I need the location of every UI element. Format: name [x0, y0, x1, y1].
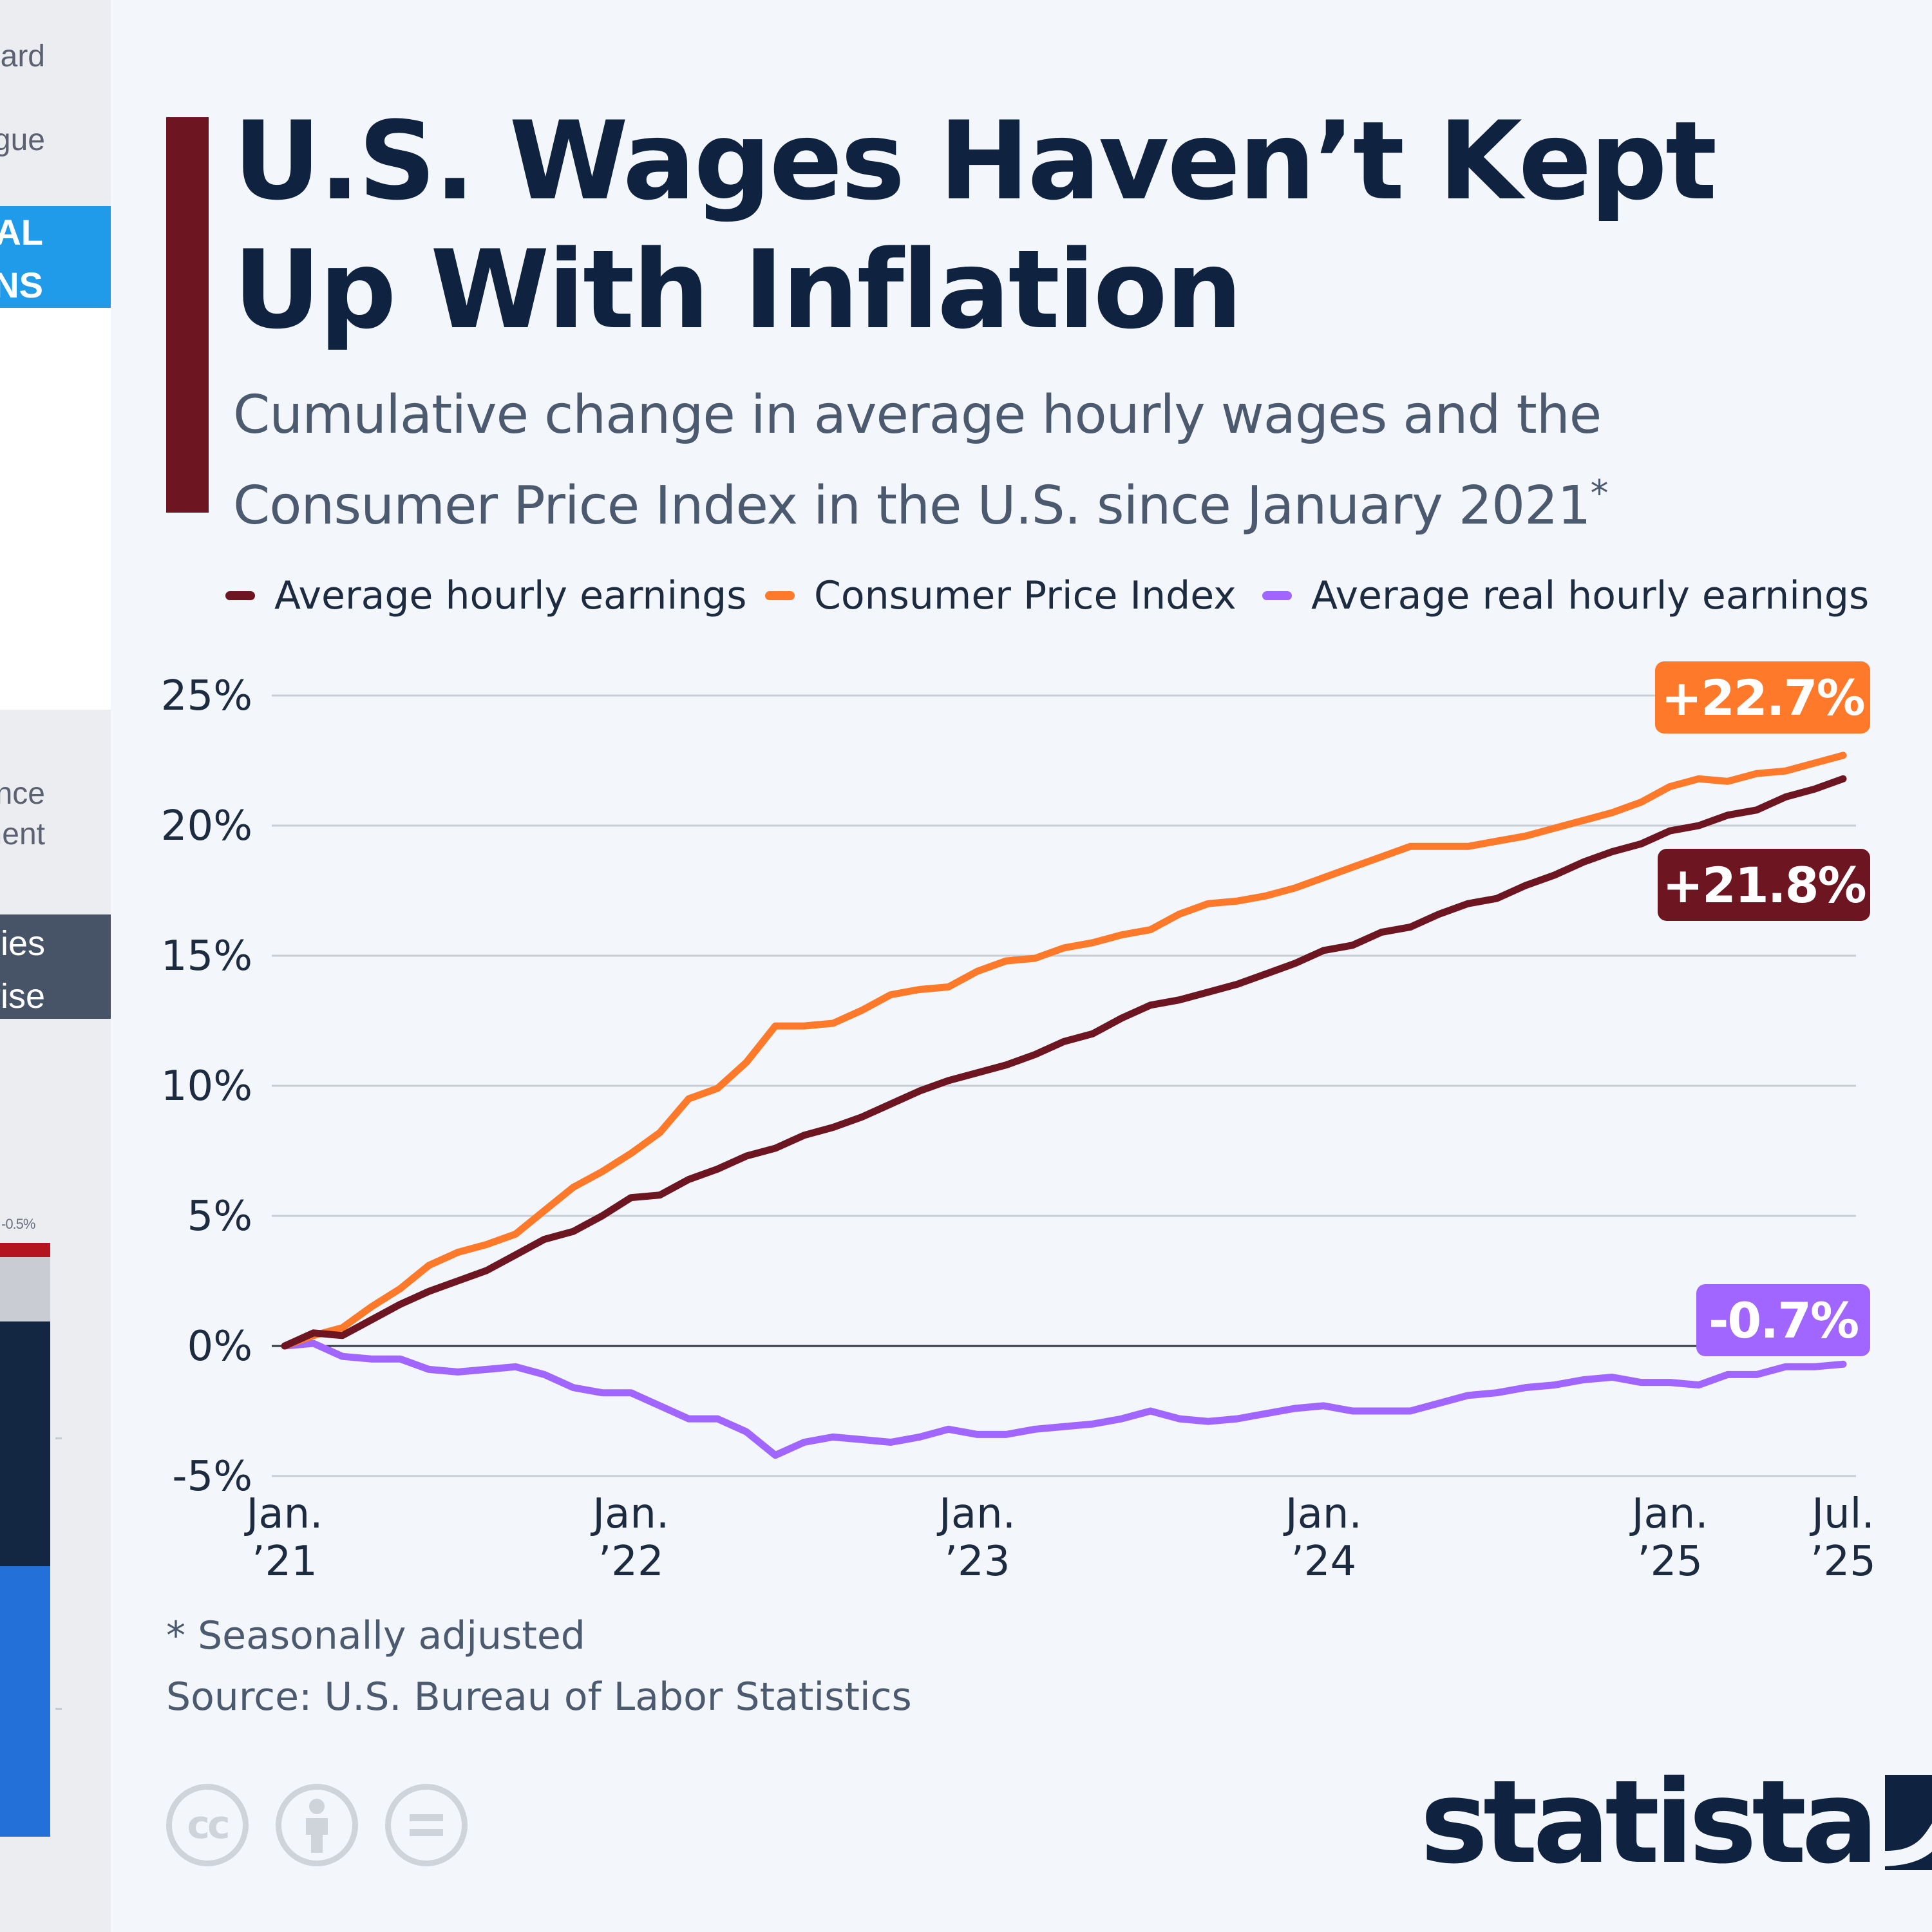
legend-item-real-earnings[interactable]: Average real hourly earnings: [1262, 567, 1869, 625]
y-tick-label: 15%: [161, 933, 252, 980]
x-tick-label: ’22: [598, 1538, 664, 1586]
chart-subtitle: Cumulative change in average hourly wage…: [233, 376, 1843, 545]
strip-promo-box[interactable]: IAL DNS: [0, 206, 111, 308]
x-tick-label: ’23: [945, 1538, 1010, 1586]
strip-enterprise-line-1: ies: [0, 924, 45, 963]
cc-icon[interactable]: cc: [166, 1784, 249, 1866]
statista-logo-mark-icon: [1885, 1775, 1932, 1870]
x-tick-label: Jul.: [1809, 1490, 1875, 1538]
series-line-real: [281, 1340, 1847, 1459]
strip-compliance-line-2[interactable]: pment: [0, 817, 45, 851]
legend-swatch-cpi: [765, 591, 795, 600]
y-tick-label: 25%: [161, 672, 252, 720]
strip-bar-red: [0, 1243, 50, 1257]
strip-bar-grey: [0, 1257, 50, 1321]
person-glyph: [306, 1799, 328, 1853]
x-tick-label: ’24: [1291, 1538, 1356, 1586]
no-derivatives-icon[interactable]: [385, 1784, 468, 1866]
strip-enterprise-box[interactable]: ies prise: [0, 914, 111, 1019]
strip-bar-cobalt: [0, 1566, 50, 1837]
end-label-earnings: +21.8%: [1658, 849, 1870, 921]
strip-axis-tick: [55, 1708, 62, 1710]
chart-title: U.S. Wages Haven’t Kept Up With Inflatio…: [233, 98, 1717, 353]
legend-label-earnings: Average hourly earnings: [274, 573, 747, 618]
chart-legend: Average hourly earnings Consumer Price I…: [225, 567, 1900, 625]
y-tick-label: 0%: [187, 1323, 252, 1370]
x-tick-label: Jan.: [936, 1490, 1016, 1538]
x-tick-label: Jan.: [244, 1490, 323, 1538]
series-line-cpi: [281, 752, 1847, 1350]
strip-promo-line-2: DNS: [0, 265, 43, 305]
attribution-icon[interactable]: [276, 1784, 358, 1866]
end-label-real-earnings: -0.7%: [1696, 1284, 1870, 1356]
strip-nav-text-2[interactable]: ogue: [0, 123, 45, 157]
strip-compliance-line-1[interactable]: pliance: [0, 777, 45, 811]
background-page-strip: ard ogue IAL DNS pliance pment ies prise…: [0, 0, 111, 1932]
x-tick-label: ’25: [1637, 1538, 1703, 1586]
legend-item-cpi[interactable]: Consumer Price Index: [765, 567, 1236, 625]
y-tick-label: 10%: [161, 1063, 252, 1110]
legend-swatch-earnings: [225, 591, 255, 600]
strip-nav-text-1[interactable]: ard: [0, 39, 45, 73]
x-tick-label: Jan.: [1629, 1490, 1709, 1538]
x-tick-label: Jan.: [590, 1490, 669, 1538]
y-tick-label: -5%: [172, 1453, 252, 1501]
strip-bar-navy: [0, 1321, 50, 1566]
footnote: * Seasonally adjusted: [166, 1613, 585, 1658]
legend-label-real-earnings: Average real hourly earnings: [1311, 573, 1870, 618]
title-accent-bar: [166, 117, 209, 513]
x-tick-label: ’21: [252, 1538, 317, 1586]
source-note[interactable]: Source: U.S. Bureau of Labor Statistics: [166, 1674, 912, 1719]
x-tick-label: Jan.: [1283, 1490, 1362, 1538]
legend-item-earnings[interactable]: Average hourly earnings: [225, 567, 747, 625]
statista-logo[interactable]: statista: [1420, 1765, 1932, 1880]
strip-mini-chart-label: -0.5%: [1, 1216, 35, 1232]
legend-label-cpi: Consumer Price Index: [814, 573, 1236, 618]
x-tick-label: ’25: [1810, 1538, 1876, 1586]
legend-swatch-real-earnings: [1262, 591, 1292, 600]
y-tick-label: 20%: [161, 802, 252, 850]
end-label-cpi: +22.7%: [1655, 661, 1870, 734]
strip-promo-line-1: IAL: [0, 212, 43, 252]
chart-subtitle-text: Cumulative change in average hourly wage…: [233, 384, 1602, 536]
y-tick-label: 5%: [187, 1193, 252, 1240]
series-line-earnings: [281, 775, 1847, 1350]
subtitle-footnote-mark: *: [1590, 473, 1609, 515]
equals-glyph: [410, 1814, 443, 1836]
strip-axis-tick: [55, 1437, 62, 1439]
strip-enterprise-line-2: prise: [0, 977, 45, 1016]
statista-wordmark: statista: [1420, 1756, 1879, 1889]
